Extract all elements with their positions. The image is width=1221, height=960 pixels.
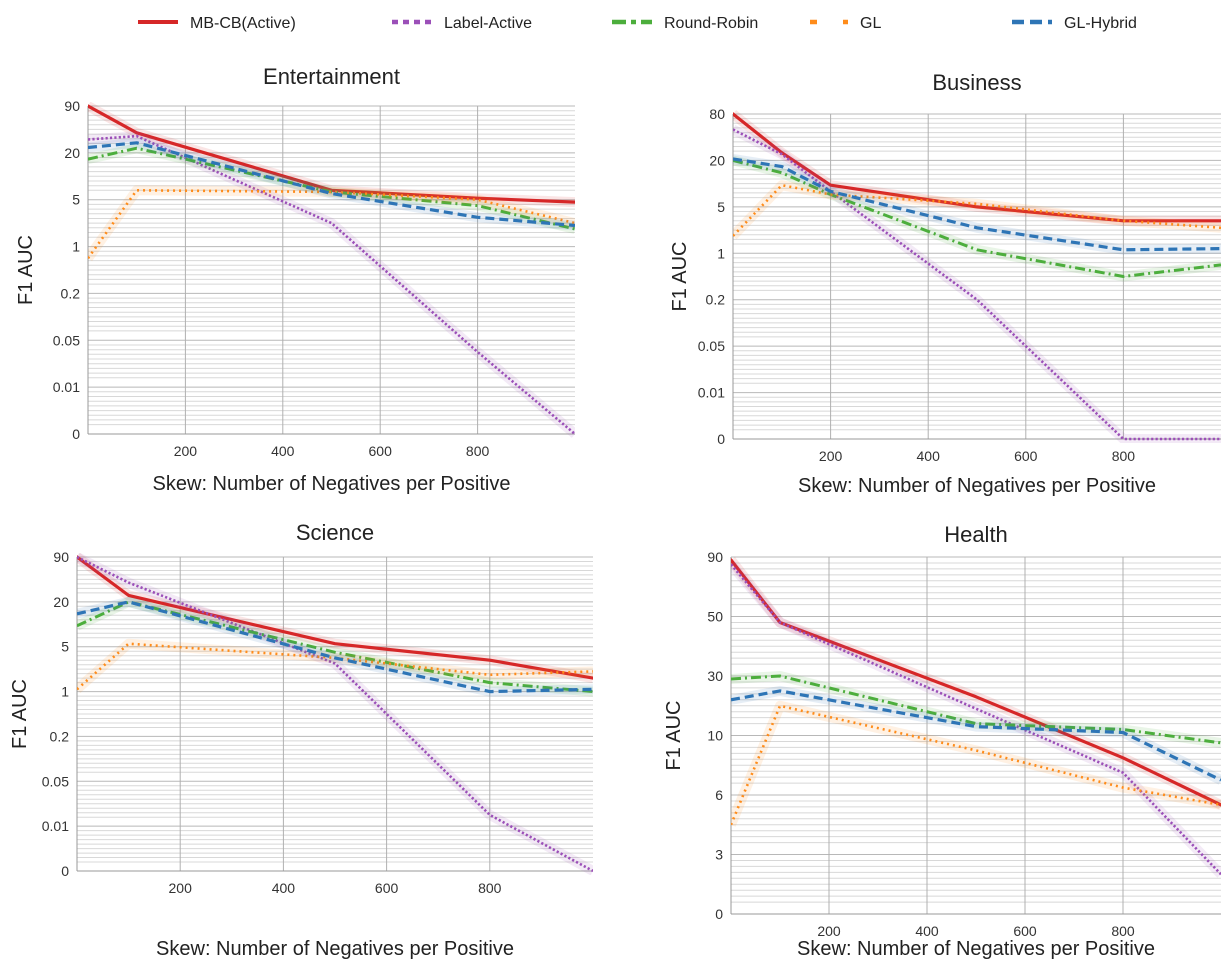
x-tick-label: 400	[271, 443, 295, 459]
y-tick-label: 0	[72, 426, 80, 442]
x-tick-label: 600	[369, 443, 393, 459]
chart-panel-health: 0 3 6 10 30 50 90 200 400 600 800 Health Skew: Numbe…	[663, 522, 1221, 960]
legend-item: GL	[810, 15, 881, 32]
y-tick-label: 90	[707, 549, 723, 565]
series-line-gl-hybrid	[88, 141, 575, 228]
x-tick-label: 400	[917, 448, 941, 464]
series-line-mb-cb-active	[88, 104, 575, 204]
chart-title: Health	[944, 522, 1008, 547]
y-tick-label: 5	[61, 639, 69, 655]
series-lines	[88, 102, 575, 438]
series-line-gl	[731, 704, 1221, 826]
grid-lines	[731, 556, 1221, 915]
y-tick-label: 0.01	[42, 818, 69, 834]
x-tick-label: 800	[466, 443, 490, 459]
y-tick-label: 0.05	[53, 332, 80, 348]
y-tick-label: 10	[707, 728, 723, 744]
y-tick-label: 20	[709, 152, 725, 168]
y-axis-label: F1 AUC	[15, 235, 37, 305]
legend-label: GL	[860, 15, 881, 32]
chart-title: Entertainment	[263, 64, 400, 89]
x-axis-label: Skew: Number of Negatives per Positive	[156, 938, 514, 960]
x-tick-label: 200	[169, 880, 193, 896]
x-axis-label: Skew: Number of Negatives per Positive	[798, 475, 1156, 497]
series-line-label-active	[77, 555, 593, 873]
y-tick-label: 0.01	[53, 379, 80, 395]
series-line-label-active	[88, 134, 575, 435]
y-tick-label: 0.05	[698, 338, 725, 354]
series-line-round-robin	[733, 158, 1221, 278]
series-line-label-active	[733, 128, 1221, 441]
series-line-mb-cb-active	[733, 112, 1221, 223]
y-axis-label: F1 AUC	[9, 679, 31, 749]
legend-item: GL-Hybrid	[1012, 15, 1137, 32]
x-tick-label: 200	[817, 923, 841, 939]
legend-item: MB-CB(Active)	[138, 15, 296, 32]
series-band	[731, 671, 1221, 748]
legend-label: Round-Robin	[664, 15, 758, 32]
y-tick-label: 5	[72, 192, 80, 208]
series-line-gl-hybrid	[77, 600, 593, 694]
y-tick-label: 80	[709, 106, 725, 122]
y-tick-label: 30	[707, 668, 723, 684]
legend: MB-CB(Active) Label-Active Round-Robin GL GL…	[138, 15, 1137, 32]
y-tick-label: 0	[61, 863, 69, 879]
series-lines	[733, 110, 1221, 443]
chart-panel-business: 0 0.01 0.05 0.2 1 5 20 80 200 400 600 800 Business Sk…	[669, 70, 1221, 497]
y-tick-label: 90	[53, 549, 69, 565]
y-tick-label: 6	[715, 787, 723, 803]
x-axis-label: Skew: Number of Negatives per Positive	[797, 938, 1155, 960]
y-tick-label: 3	[715, 847, 723, 863]
y-tick-label: 0.2	[61, 285, 81, 301]
y-tick-label: 20	[53, 594, 69, 610]
chart-title: Science	[296, 520, 374, 545]
chart-panel-science: 0 0.01 0.05 0.2 1 5 20 90 200 400 600 800 Science Ske…	[9, 520, 593, 960]
x-tick-label: 400	[915, 923, 939, 939]
y-tick-label: 90	[64, 98, 80, 114]
y-axis-label: F1 AUC	[669, 241, 691, 311]
x-tick-label: 600	[375, 880, 399, 896]
chart-title: Business	[932, 70, 1021, 95]
series-band	[733, 153, 1221, 255]
x-axis-label: Skew: Number of Negatives per Positive	[153, 473, 511, 495]
y-axis-label: F1 AUC	[663, 700, 685, 770]
y-tick-label: 50	[707, 609, 723, 625]
series-lines	[77, 553, 593, 875]
x-tick-label: 800	[1112, 448, 1136, 464]
y-tick-label: 0.2	[50, 728, 70, 744]
legend-item: Round-Robin	[612, 15, 758, 32]
legend-label: Label-Active	[444, 15, 532, 32]
chart-panel-entertainment: 0 0.01 0.05 0.2 1 5 20 90 200 400 600 800 Entertainm…	[15, 64, 575, 495]
x-tick-label: 600	[1014, 448, 1038, 464]
y-tick-label: 0.01	[698, 385, 725, 401]
series-line-round-robin	[88, 146, 575, 231]
y-tick-label: 1	[61, 684, 69, 700]
x-tick-label: 400	[272, 880, 296, 896]
legend-item: Label-Active	[392, 15, 532, 32]
y-tick-label: 1	[72, 239, 80, 255]
legend-label: GL-Hybrid	[1064, 15, 1137, 32]
series-line-mb-cb-active	[77, 555, 593, 680]
y-tick-label: 20	[64, 145, 80, 161]
series-line-label-active	[731, 563, 1221, 876]
series-line-gl	[88, 189, 575, 260]
y-tick-label: 0.05	[42, 773, 69, 789]
series-lines	[731, 556, 1221, 878]
x-tick-label: 200	[174, 443, 198, 459]
series-line-gl	[733, 183, 1221, 237]
series-line-round-robin	[77, 600, 593, 694]
y-tick-label: 5	[717, 199, 725, 215]
legend-label: MB-CB(Active)	[190, 15, 296, 32]
x-tick-label: 800	[478, 880, 502, 896]
x-tick-label: 800	[1111, 923, 1135, 939]
y-tick-label: 0.2	[706, 292, 726, 308]
y-tick-label: 0	[715, 906, 723, 922]
y-tick-label: 1	[717, 245, 725, 261]
series-line-gl-hybrid	[731, 689, 1221, 782]
y-tick-label: 0	[717, 431, 725, 447]
x-tick-label: 600	[1013, 923, 1037, 939]
x-tick-label: 200	[819, 448, 843, 464]
